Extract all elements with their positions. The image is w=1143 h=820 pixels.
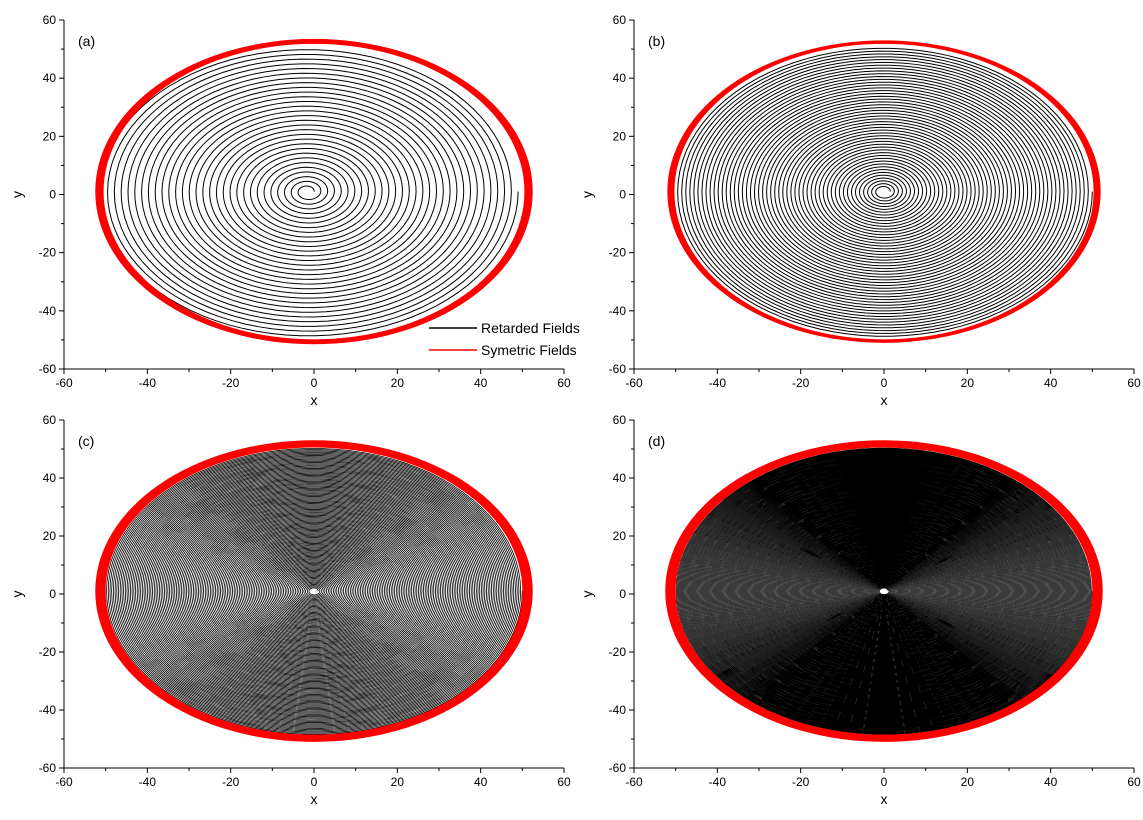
x-axis-label: x: [311, 392, 318, 408]
y-tick-label: 60: [43, 413, 57, 427]
x-tick-label: -20: [222, 775, 240, 789]
y-axis-label: y: [9, 591, 25, 598]
x-tick-label: 40: [474, 775, 488, 789]
y-tick-label: -20: [609, 246, 627, 260]
y-tick-label: -40: [609, 703, 627, 717]
x-tick-label: -40: [709, 775, 727, 789]
y-tick-label: 0: [49, 587, 56, 601]
y-tick-label: -60: [609, 362, 627, 376]
y-tick-label: -60: [39, 761, 57, 775]
legend-entry: Symetric Fields: [481, 342, 577, 358]
x-tick-label: 60: [557, 376, 571, 390]
panel-label: (b): [648, 33, 665, 49]
x-tick-label: 60: [1127, 376, 1141, 390]
panel-c: -60 -40 -20 0 20 40 60 -60 -40 -20 0 20 40 60 x y (c): [9, 413, 571, 807]
y-tick-label: 20: [613, 529, 627, 543]
y-axis-label: y: [9, 191, 25, 198]
y-tick-label: 20: [613, 129, 627, 143]
y-tick-label: 20: [43, 129, 57, 143]
y-tick-label: -20: [39, 246, 57, 260]
series-retarded-fields-spiral: [100, 49, 519, 337]
x-tick-label: -20: [792, 376, 810, 390]
y-axis-label: y: [579, 591, 595, 598]
x-tick-label: 20: [391, 775, 405, 789]
series-retarded-fields-spiral: [106, 448, 523, 735]
x-tick-label: 0: [311, 376, 318, 390]
y-tick-label: 0: [619, 587, 626, 601]
plot-area: [665, 440, 1103, 742]
y-tick-label: 60: [613, 13, 627, 27]
series-retarded-fields-spiral: [675, 447, 1093, 735]
panel-label: (c): [78, 433, 94, 449]
plot-area: [95, 38, 533, 345]
y-tick-label: 0: [619, 188, 626, 202]
x-tick-label: -40: [709, 376, 727, 390]
x-tick-label: 40: [1044, 376, 1058, 390]
x-tick-label: -40: [139, 775, 157, 789]
y-tick-label: 40: [613, 71, 627, 85]
x-tick-label: -60: [625, 775, 643, 789]
series-symetric-fields-band: [667, 40, 1101, 343]
y-tick-label: 40: [613, 471, 627, 485]
legend: Retarded Fields Symetric Fields: [429, 320, 580, 358]
y-axis-label: y: [579, 191, 595, 198]
x-axis-label: x: [881, 392, 888, 408]
legend-entry: Retarded Fields: [481, 320, 580, 336]
panel-b: -60 -40 -20 0 20 40 60 -60 -40 -20 0 20 40 60 x y (b): [579, 13, 1141, 408]
x-axis-label: x: [311, 791, 318, 807]
x-tick-label: 20: [391, 376, 405, 390]
y-tick-label: -40: [39, 703, 57, 717]
y-tick-label: -40: [609, 304, 627, 318]
y-tick-label: -20: [39, 645, 57, 659]
x-tick-label: 40: [1044, 775, 1058, 789]
y-tick-label: 0: [49, 188, 56, 202]
series-retarded-fields-spiral: [677, 47, 1093, 337]
x-tick-label: 60: [557, 775, 571, 789]
x-tick-label: 0: [881, 376, 888, 390]
x-tick-label: -20: [792, 775, 810, 789]
y-tick-label: -60: [39, 362, 57, 376]
x-tick-label: -40: [139, 376, 157, 390]
y-tick-label: 60: [613, 413, 627, 427]
y-tick-label: -40: [39, 304, 57, 318]
y-tick-label: 40: [43, 71, 57, 85]
x-tick-label: 0: [311, 775, 318, 789]
panel-a: -60 -40 -20 0 20 40 60 -60 -40 -20 0 20 40 60 x y (a) Ret…: [9, 13, 580, 408]
x-tick-label: 20: [961, 775, 975, 789]
panel-d: -60 -40 -20 0 20 40 60 -60 -40 -20 0 20 40 60 x y (d): [579, 413, 1141, 807]
x-tick-label: -60: [625, 376, 643, 390]
x-tick-label: 0: [881, 775, 888, 789]
x-tick-label: -60: [55, 376, 73, 390]
y-tick-label: 40: [43, 471, 57, 485]
y-tick-label: 60: [43, 13, 57, 27]
x-tick-label: 60: [1127, 775, 1141, 789]
x-tick-label: -60: [55, 775, 73, 789]
plot-area: [95, 440, 533, 742]
x-tick-label: 40: [474, 376, 488, 390]
plot-area: [667, 40, 1101, 343]
x-axis-label: x: [881, 791, 888, 807]
x-tick-label: -20: [222, 376, 240, 390]
panel-label: (a): [78, 33, 95, 49]
y-tick-label: -20: [609, 645, 627, 659]
panel-label: (d): [648, 433, 665, 449]
x-tick-label: 20: [961, 376, 975, 390]
y-tick-label: 20: [43, 529, 57, 543]
y-tick-label: -60: [609, 761, 627, 775]
